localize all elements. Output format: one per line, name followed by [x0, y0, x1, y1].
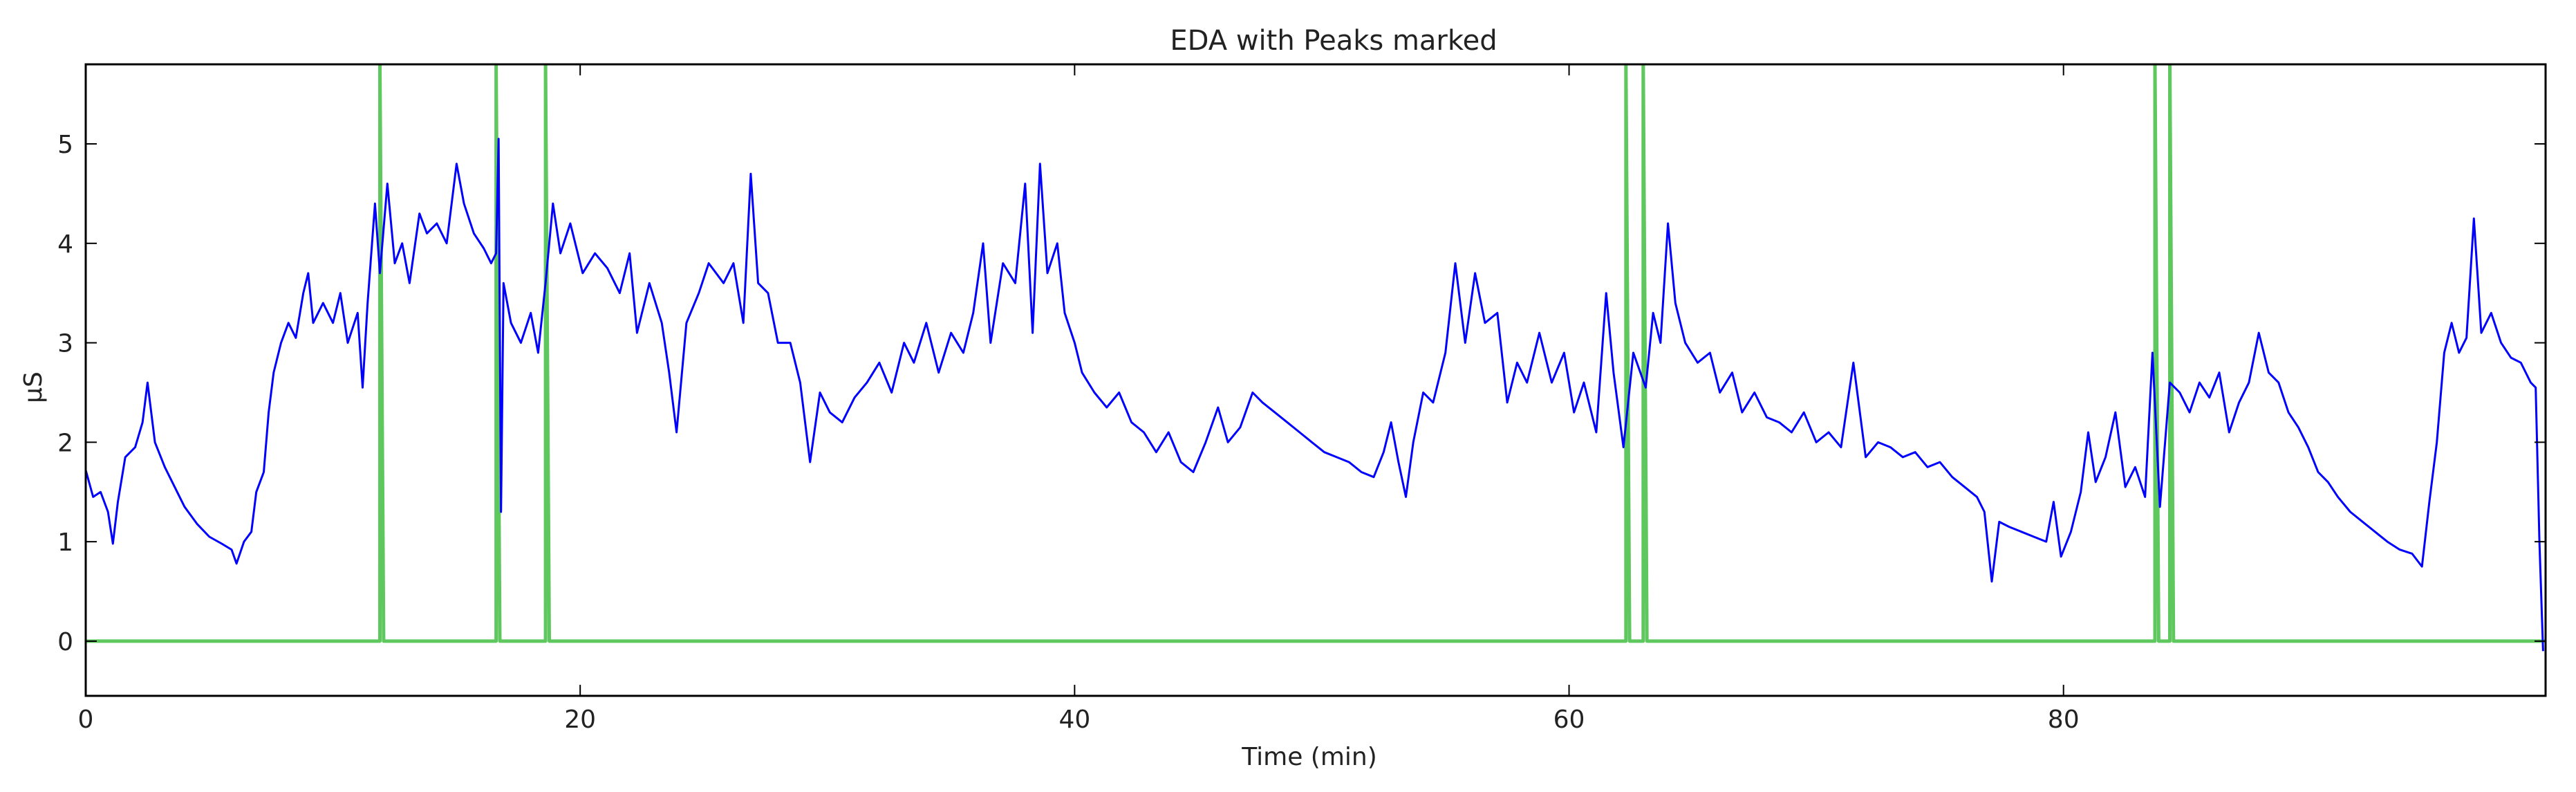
x-tick-label: 20: [564, 706, 596, 734]
y-tick-label: 3: [57, 330, 73, 358]
x-axis-label: Time (min): [1241, 743, 1377, 771]
y-tick-label: 2: [57, 429, 73, 457]
x-tick-label: 40: [1058, 706, 1090, 734]
x-tick-label: 60: [1553, 706, 1585, 734]
y-tick-label: 4: [57, 230, 73, 259]
plot-area: 0 20 40 60 80 0 1 2 3 4 5: [57, 63, 2547, 734]
x-tick-label: 80: [2048, 706, 2080, 734]
chart-title: EDA with Peaks marked: [1170, 25, 1497, 57]
y-tick-label: 0: [57, 628, 73, 656]
eda-signal-line: [86, 138, 2544, 652]
y-tick-label: 1: [57, 528, 73, 557]
axes-frame: [84, 63, 2547, 697]
x-tick-label: 0: [78, 706, 94, 734]
series-group: [86, 64, 2546, 652]
y-tick-label: 5: [57, 131, 73, 159]
peak-markers-line: [86, 64, 2546, 643]
y-axis-label: μS: [19, 371, 48, 403]
